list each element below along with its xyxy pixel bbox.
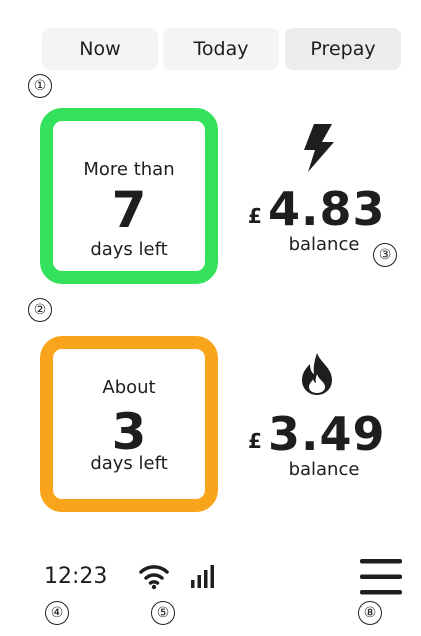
lightning-icon: [304, 124, 334, 172]
callout: ⑤: [151, 601, 175, 625]
gas-box: About 3 days left: [40, 336, 218, 512]
label: About: [102, 377, 156, 398]
label: More than: [83, 159, 175, 180]
tab[interactable]: Now: [42, 28, 158, 70]
wifi-icon: [139, 565, 169, 590]
label: days left: [90, 239, 168, 260]
signal-icon: [191, 565, 214, 588]
callout: ②: [28, 298, 52, 322]
flame-icon: [302, 353, 332, 395]
tab[interactable]: Today: [163, 28, 279, 70]
time: 12:23: [44, 564, 108, 589]
callout: ④: [45, 601, 69, 625]
currency: £: [248, 204, 262, 228]
days: 7: [111, 181, 147, 239]
amount: 4.83: [268, 182, 386, 236]
days: 3: [111, 403, 147, 461]
callout: ⑧: [358, 601, 382, 625]
callout: ③: [373, 243, 397, 267]
label: days left: [90, 453, 168, 474]
label: balance: [288, 234, 360, 255]
label: balance: [288, 459, 360, 480]
currency: £: [248, 429, 262, 453]
tab[interactable]: Prepay: [285, 28, 401, 70]
electricity-box: More than 7 days left: [40, 108, 218, 284]
callout: ①: [28, 74, 52, 98]
menu-button[interactable]: [359, 558, 403, 596]
amount: 3.49: [268, 407, 386, 461]
